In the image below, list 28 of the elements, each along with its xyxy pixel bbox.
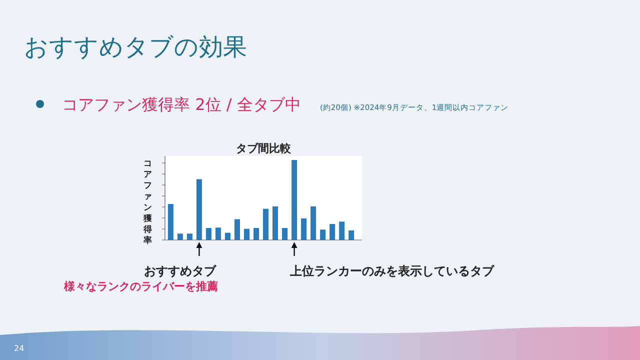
text: 上位ランカーのみを表示しているタブ bbox=[289, 264, 495, 278]
bar bbox=[196, 179, 202, 240]
bar bbox=[339, 222, 345, 240]
bar bbox=[348, 230, 354, 240]
bar bbox=[292, 160, 298, 240]
bar bbox=[282, 228, 288, 240]
chart-title: おすすめタブの効果 bbox=[24, 33, 247, 61]
bar bbox=[320, 230, 326, 240]
bar bbox=[215, 228, 221, 240]
chart-subtitle: コアファン獲得率 2位 / 全タブ中 bbox=[62, 95, 301, 114]
bar bbox=[186, 234, 192, 240]
text: タブ間比較 bbox=[236, 142, 292, 155]
text: おすすめタブ bbox=[144, 264, 217, 278]
bar bbox=[253, 228, 260, 240]
bar bbox=[168, 204, 174, 240]
text: 様々なランクのライバーを推薦 bbox=[63, 280, 218, 293]
bar bbox=[330, 224, 336, 240]
y-axis-title: コアファン獲得率 bbox=[142, 159, 152, 246]
bar bbox=[234, 219, 240, 240]
text: 24 bbox=[14, 344, 24, 353]
bar bbox=[301, 218, 307, 240]
bar bbox=[272, 206, 278, 240]
bar bbox=[262, 208, 269, 240]
bar bbox=[206, 228, 212, 240]
bar bbox=[310, 206, 316, 240]
bar bbox=[177, 234, 183, 240]
bar bbox=[224, 232, 230, 240]
bar bbox=[244, 228, 250, 240]
